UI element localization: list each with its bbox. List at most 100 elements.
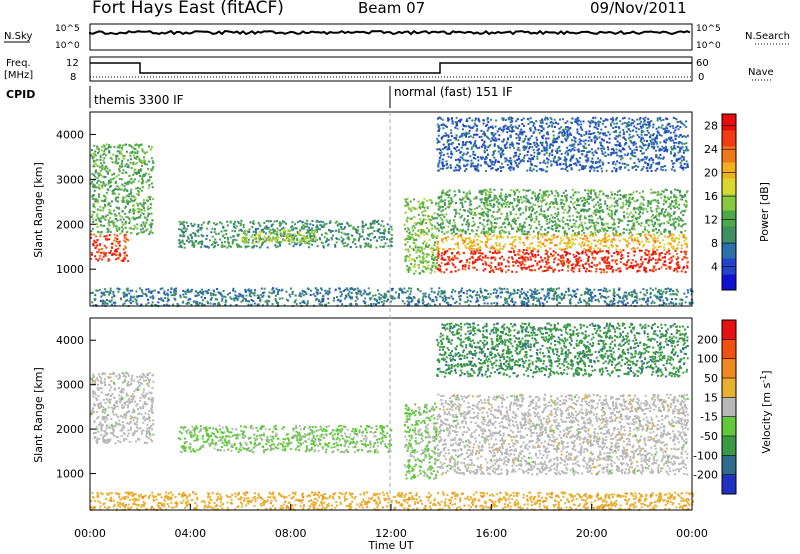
data-cell xyxy=(115,250,118,253)
data-cell xyxy=(122,228,125,231)
data-cell xyxy=(94,200,97,203)
data-cell xyxy=(541,259,544,262)
data-cell xyxy=(678,234,681,237)
data-cell xyxy=(578,223,581,226)
data-cell xyxy=(451,262,454,265)
data-cell xyxy=(627,252,630,254)
data-cell xyxy=(188,241,191,244)
data-cell xyxy=(127,239,130,242)
data-cell xyxy=(545,252,548,255)
data-cell xyxy=(330,236,333,239)
data-cell xyxy=(573,222,576,225)
data-cell xyxy=(546,258,549,261)
data-cell xyxy=(540,213,543,216)
data-cell xyxy=(299,220,302,222)
data-cell xyxy=(498,245,501,247)
data-cell xyxy=(362,225,365,228)
data-cell xyxy=(624,139,627,142)
data-cell xyxy=(660,208,663,211)
data-cell xyxy=(352,227,355,230)
data-cell xyxy=(302,240,305,243)
data-cell xyxy=(432,259,435,261)
data-cell xyxy=(659,242,661,244)
data-cell xyxy=(588,136,591,139)
data-cell xyxy=(127,216,130,219)
data-cell xyxy=(122,223,125,226)
data-cell xyxy=(182,221,185,224)
data-cell xyxy=(621,122,624,125)
data-cell xyxy=(573,234,575,237)
data-cell xyxy=(311,229,314,232)
data-cell xyxy=(438,201,441,204)
data-cell xyxy=(461,206,464,209)
data-cell xyxy=(678,191,681,194)
data-cell xyxy=(373,221,376,223)
data-cell xyxy=(312,240,315,243)
data-cell xyxy=(135,157,138,160)
data-cell xyxy=(419,260,422,263)
data-cell xyxy=(455,202,457,204)
data-cell xyxy=(342,242,344,245)
data-cell xyxy=(446,152,449,155)
data-cell xyxy=(579,157,582,159)
data-cell xyxy=(518,190,521,193)
data-cell xyxy=(95,200,98,203)
data-cell xyxy=(442,127,445,130)
data-cell xyxy=(238,245,241,248)
data-cell xyxy=(442,154,445,156)
data-cell xyxy=(551,225,554,228)
data-cell xyxy=(524,260,527,263)
data-cell xyxy=(98,174,100,177)
data-cell xyxy=(585,234,588,237)
data-cell xyxy=(239,224,242,227)
data-cell xyxy=(467,197,469,200)
data-cell xyxy=(206,234,209,237)
data-cell xyxy=(141,175,144,178)
data-cell xyxy=(91,213,94,216)
data-cell xyxy=(587,192,590,195)
data-cell xyxy=(534,194,537,197)
data-cell xyxy=(665,189,668,192)
data-cell xyxy=(194,232,197,235)
data-cell xyxy=(133,178,136,181)
data-cell xyxy=(136,233,138,236)
data-cell xyxy=(617,252,620,255)
data-cell xyxy=(94,154,97,157)
data-cell xyxy=(593,169,596,172)
data-cell xyxy=(637,165,640,168)
data-cell xyxy=(631,239,634,241)
data-cell xyxy=(473,197,476,200)
data-cell xyxy=(658,267,661,270)
data-cell xyxy=(408,266,411,269)
data-cell xyxy=(518,225,521,228)
data-cell xyxy=(552,250,555,253)
data-cell xyxy=(450,270,453,273)
data-cell xyxy=(331,238,334,241)
data-cell xyxy=(684,194,686,196)
data-cell xyxy=(136,208,139,210)
data-cell xyxy=(97,172,99,175)
data-cell xyxy=(281,233,284,236)
data-cell xyxy=(103,152,106,155)
data-cell xyxy=(344,242,347,245)
data-cell xyxy=(594,228,596,231)
data-cell xyxy=(97,198,100,201)
data-cell xyxy=(426,227,428,230)
data-cell xyxy=(539,189,542,192)
data-cell xyxy=(97,186,100,189)
data-cell xyxy=(191,224,194,227)
data-cell xyxy=(564,200,567,203)
data-cell xyxy=(564,168,567,171)
data-cell xyxy=(564,189,567,192)
data-cell xyxy=(674,226,677,229)
data-cell xyxy=(117,186,120,189)
data-cell xyxy=(425,222,428,225)
data-cell xyxy=(314,229,317,232)
data-cell xyxy=(522,249,525,251)
data-cell xyxy=(117,207,120,209)
data-cell xyxy=(647,200,650,202)
data-cell xyxy=(424,218,427,221)
data-cell xyxy=(581,252,584,255)
data-cell xyxy=(336,224,339,227)
data-cell xyxy=(406,216,409,219)
